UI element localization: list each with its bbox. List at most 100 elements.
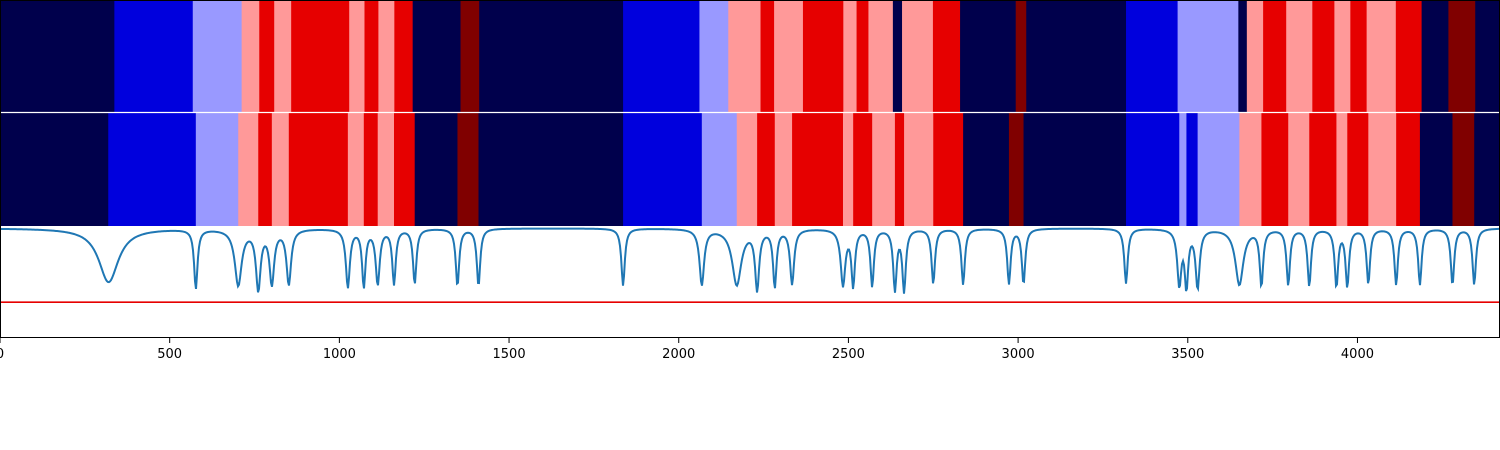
heatmap-row-2: [0, 112, 1500, 226]
heatmap-segment: [1126, 112, 1180, 226]
x-tick-label: 3500: [1171, 347, 1204, 362]
heatmap-segment: [0, 0, 115, 113]
heatmap-segment: [1238, 0, 1248, 113]
heatmap-segment: [1368, 112, 1397, 226]
heatmap-segment: [1395, 0, 1423, 113]
heatmap-segment: [1334, 0, 1351, 113]
heatmap-segment: [1312, 0, 1335, 113]
heatmap-row-1: [0, 0, 1500, 113]
heatmap-segment: [1421, 0, 1450, 113]
heatmap-segment: [853, 112, 873, 226]
heatmap-segment: [1008, 112, 1025, 226]
heatmap-segment: [274, 0, 292, 113]
heatmap-segment: [963, 112, 1010, 226]
heatmap-segment: [1347, 112, 1369, 226]
signal-line: [0, 227, 1500, 294]
heatmap-segment: [258, 112, 273, 226]
heatmap-segment: [728, 0, 762, 113]
heatmap-segment: [1239, 112, 1263, 226]
heatmap-segment: [1448, 0, 1476, 113]
heatmap-segment: [1396, 112, 1421, 226]
heatmap-segment: [378, 0, 395, 113]
heatmap-segment: [933, 112, 964, 226]
heatmap-segment: [1261, 112, 1289, 226]
heatmap-segment: [894, 112, 905, 226]
heatmap-segment: [902, 0, 934, 113]
heatmap-segment: [394, 112, 416, 226]
heatmap-segment: [774, 0, 804, 113]
heatmap-segment: [377, 112, 395, 226]
heatmap-segment: [904, 112, 934, 226]
heatmap-segment: [1186, 112, 1199, 226]
heatmap-segment: [856, 0, 870, 113]
heatmap-segment: [701, 112, 738, 226]
heatmap-segment: [1288, 112, 1310, 226]
heatmap-segment: [802, 0, 844, 113]
heatmap-segment: [872, 112, 896, 226]
heatmap-segment: [271, 112, 290, 226]
heatmap-segment: [623, 112, 703, 226]
x-tick-label: 2000: [662, 347, 695, 362]
heatmap-segment: [1246, 0, 1264, 113]
heatmap-segment: [1263, 0, 1287, 113]
signal-line-panel: [0, 226, 1500, 338]
heatmap-segment: [479, 0, 624, 113]
x-tick-label: 0: [0, 347, 4, 362]
heatmap-segment: [623, 0, 701, 113]
heatmap-segment: [1197, 112, 1240, 226]
heatmap-segment: [192, 0, 243, 113]
heatmap-segment: [347, 112, 365, 226]
heatmap-segment: [363, 112, 379, 226]
heatmap-segment: [932, 0, 961, 113]
heatmap-segment: [238, 112, 259, 226]
heatmap-segment: [1015, 0, 1027, 113]
heatmap-segment: [394, 0, 414, 113]
heatmap-segment: [1336, 112, 1348, 226]
heatmap-segment: [478, 112, 624, 226]
heatmap-segment: [699, 0, 729, 113]
x-axis: 0 500 1000 1500 2000 2500 3000 3500 4000: [0, 338, 1374, 362]
heatmap-segment: [241, 0, 260, 113]
heatmap-segment: [757, 112, 776, 226]
heatmap-segment: [842, 112, 854, 226]
heatmap-segment: [760, 0, 775, 113]
x-tick-label: 3000: [1002, 347, 1035, 362]
heatmap-segment: [960, 0, 1017, 113]
heatmap-segment: [1026, 0, 1127, 113]
heatmap-segment: [291, 0, 350, 113]
heatmap-segment: [457, 112, 480, 226]
heatmap-segment: [843, 0, 858, 113]
line-panel-background: [0, 226, 1500, 338]
heatmap-segment: [1452, 112, 1475, 226]
heatmap-segment: [349, 0, 366, 113]
heatmap-segment: [259, 0, 275, 113]
heatmap-segment: [1179, 112, 1188, 226]
x-tick-label: 1000: [323, 347, 356, 362]
heatmap-segment: [1309, 112, 1338, 226]
heatmap-segment: [1350, 0, 1368, 113]
heatmap-segment: [412, 0, 462, 113]
heatmap-segment: [892, 0, 903, 113]
heatmap-segment: [1474, 112, 1500, 226]
x-tick-label: 4000: [1341, 347, 1374, 362]
heatmap-segment: [288, 112, 349, 226]
heatmap-segment: [1023, 112, 1127, 226]
heatmap-segment: [414, 112, 459, 226]
x-tick-label: 2500: [832, 347, 865, 362]
heatmap-segment: [195, 112, 239, 226]
heatmap-segment: [792, 112, 844, 226]
heatmap-segment: [868, 0, 894, 113]
heatmap-segment: [460, 0, 480, 113]
heatmap-segment: [0, 112, 109, 226]
heatmap-segment: [364, 0, 379, 113]
heatmap-segment: [736, 112, 758, 226]
heatmap-segment: [774, 112, 793, 226]
heatmap-segment: [114, 0, 194, 113]
heatmap-segment: [1366, 0, 1397, 113]
heatmap-segment: [1177, 0, 1239, 113]
heatmap-segment: [1419, 112, 1454, 226]
heatmap-segment: [1126, 0, 1179, 113]
x-tick-label: 1500: [493, 347, 526, 362]
heatmap-segment: [1286, 0, 1313, 113]
